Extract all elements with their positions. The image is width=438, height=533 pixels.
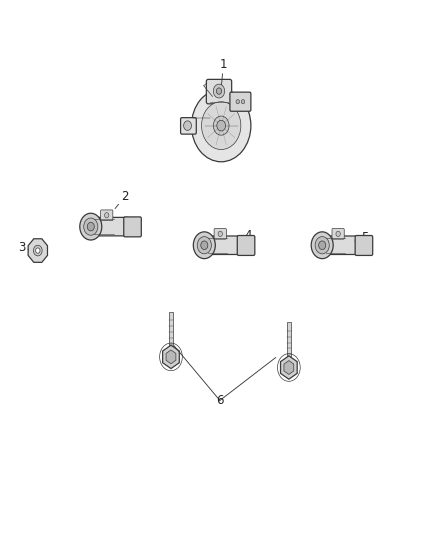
Polygon shape [166, 350, 176, 364]
Circle shape [218, 231, 223, 237]
Circle shape [241, 100, 245, 104]
Bar [287, 322, 291, 357]
FancyBboxPatch shape [355, 236, 373, 255]
Circle shape [33, 245, 42, 256]
Circle shape [105, 213, 109, 218]
FancyBboxPatch shape [101, 210, 113, 221]
Circle shape [315, 237, 329, 254]
Bar [169, 312, 173, 346]
Circle shape [217, 120, 226, 131]
Circle shape [201, 102, 241, 150]
Circle shape [216, 88, 222, 94]
Text: 5: 5 [355, 231, 369, 244]
Circle shape [213, 116, 229, 135]
FancyBboxPatch shape [202, 236, 242, 254]
Circle shape [84, 218, 98, 235]
FancyBboxPatch shape [237, 236, 255, 255]
FancyBboxPatch shape [332, 229, 344, 239]
FancyBboxPatch shape [180, 118, 196, 134]
Polygon shape [284, 361, 294, 374]
FancyBboxPatch shape [88, 217, 129, 236]
Polygon shape [28, 239, 47, 262]
Circle shape [201, 241, 208, 249]
Polygon shape [162, 345, 179, 368]
FancyBboxPatch shape [230, 92, 251, 111]
Text: 6: 6 [216, 394, 224, 407]
Text: 2: 2 [115, 190, 129, 208]
Circle shape [319, 241, 326, 249]
Circle shape [35, 248, 40, 253]
Circle shape [184, 121, 191, 131]
Circle shape [80, 213, 102, 240]
FancyBboxPatch shape [124, 217, 141, 237]
Text: 1: 1 [219, 58, 227, 86]
Text: 4: 4 [238, 229, 251, 242]
Circle shape [236, 100, 240, 104]
FancyBboxPatch shape [206, 79, 232, 104]
Polygon shape [281, 356, 297, 379]
Circle shape [213, 84, 225, 98]
Circle shape [311, 232, 333, 259]
Circle shape [191, 90, 251, 162]
Circle shape [193, 232, 215, 259]
FancyBboxPatch shape [320, 236, 360, 254]
Circle shape [336, 231, 340, 237]
Circle shape [197, 237, 212, 254]
FancyBboxPatch shape [214, 229, 226, 239]
Circle shape [87, 222, 94, 231]
Text: 3: 3 [18, 241, 28, 254]
